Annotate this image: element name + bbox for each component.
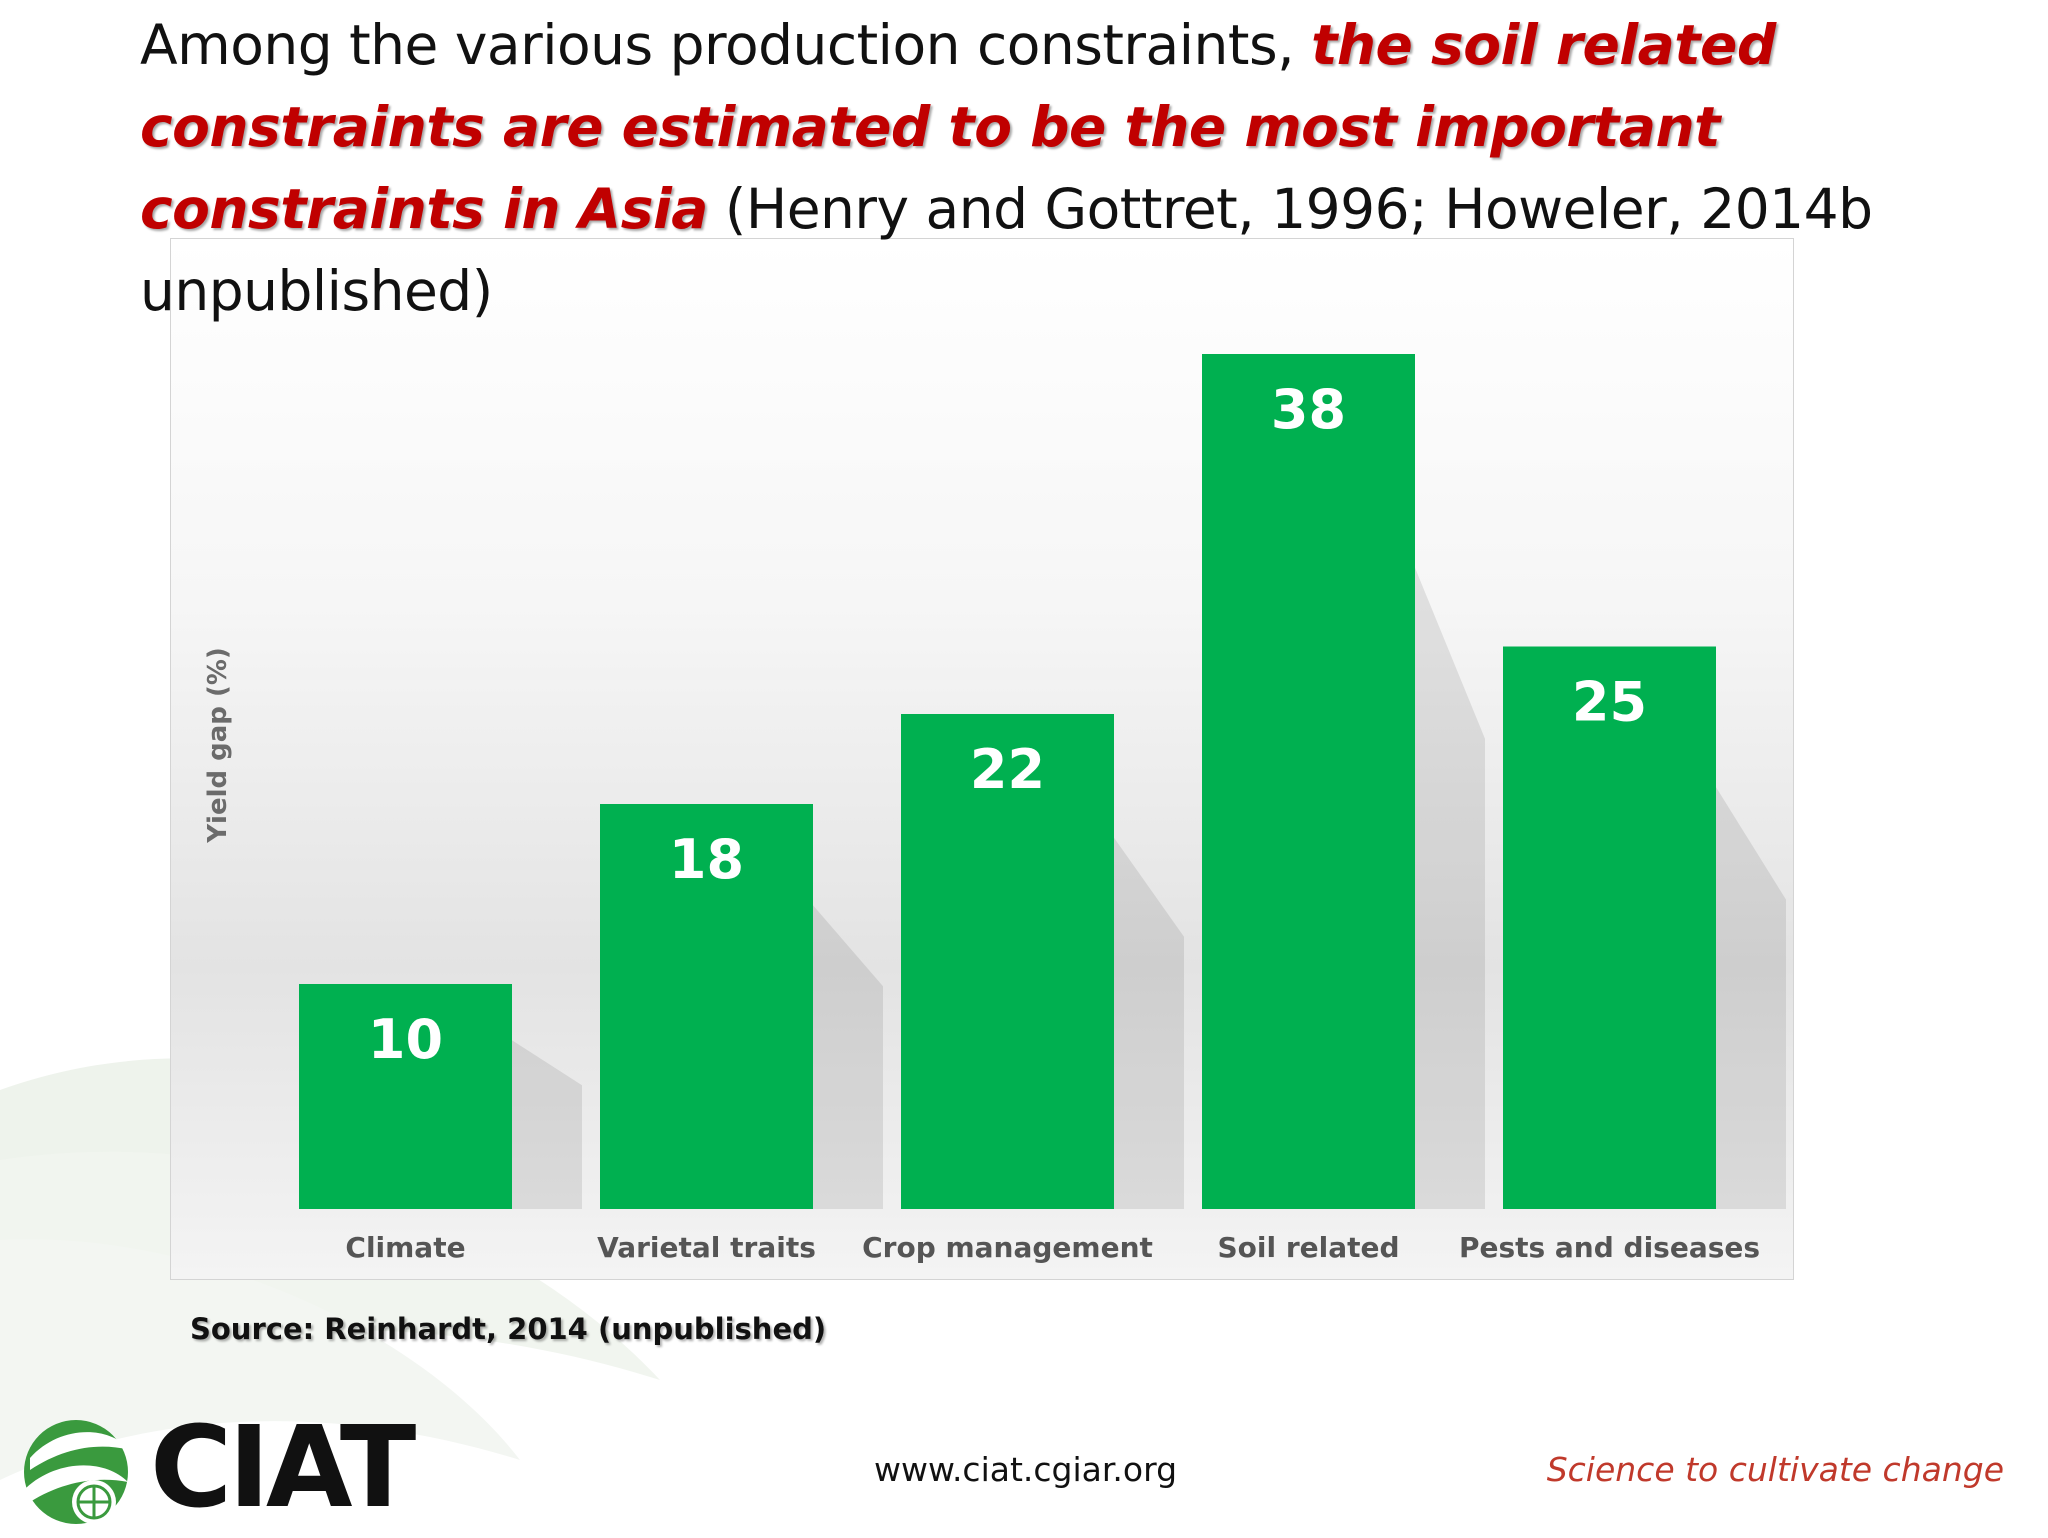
bar-shadow — [1415, 567, 1485, 1209]
bar-chart: 10 Climate 18 Varietal traits 22 Crop managem… — [170, 238, 1794, 1280]
x-tick-label: Pests and diseases — [1459, 1231, 1760, 1264]
title-text-part1: Among the various production constraints… — [140, 13, 1312, 77]
title-text-part2: (Henry and Gottret, 1996; Howeler, 2014b… — [140, 177, 1873, 323]
slide-title: Among the various production constraints… — [140, 4, 2020, 332]
bar-pests-and-diseases — [1503, 646, 1716, 1209]
ciat-logo-icon — [24, 1420, 130, 1524]
bar-climate — [299, 984, 512, 1209]
title-highlight: the soil related constraints are estimat… — [140, 13, 1776, 241]
bar-varietal-traits — [600, 804, 813, 1209]
data-label: 18 — [669, 828, 744, 891]
ciat-logo-text: CIAT — [150, 1403, 416, 1533]
tagline: Science to cultivate change — [1546, 1450, 2004, 1489]
bar-shadow — [1114, 837, 1184, 1209]
data-label: 38 — [1271, 378, 1346, 441]
x-tick-label: Soil related — [1217, 1231, 1399, 1264]
bar-soil-related — [1202, 354, 1415, 1209]
x-tick-label: Varietal traits — [597, 1231, 816, 1264]
bar-shadow — [1716, 787, 1786, 1209]
y-axis-label-text: Yield gap (%) — [203, 647, 233, 843]
data-label: 25 — [1572, 671, 1647, 734]
website-link[interactable]: www.ciat.cgiar.org — [874, 1450, 1178, 1489]
bar-shadow — [813, 905, 883, 1209]
x-tick-label: Crop management — [862, 1231, 1153, 1264]
data-label: 22 — [970, 738, 1045, 801]
source-note: Source: Reinhardt, 2014 (unpublished) — [190, 1312, 827, 1346]
x-tick-label: Climate — [345, 1231, 465, 1264]
chart-svg: 10 Climate 18 Varietal traits 22 Crop managem… — [299, 354, 1786, 1264]
bar-shadow — [512, 1040, 582, 1209]
bar-crop-management — [901, 714, 1114, 1209]
data-label: 10 — [368, 1008, 443, 1071]
